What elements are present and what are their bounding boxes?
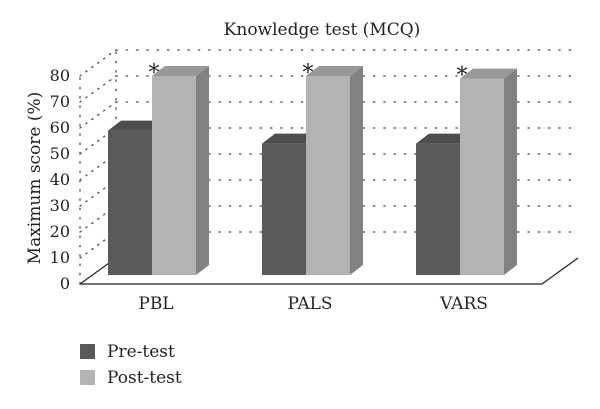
bar [306,66,363,275]
y-tick-label: 70 [50,92,70,111]
bar-top [306,66,363,76]
bar-side [350,66,363,275]
legend-swatch [80,370,95,385]
gridline-depth [79,75,117,103]
x-tick-label: PALS [287,294,332,314]
bar [152,66,209,275]
gridline-depth [79,101,117,129]
y-tick-label: 50 [50,144,70,163]
bar-front [460,78,504,275]
y-tick-label: 60 [50,118,70,137]
chart-title: Knowledge test (MCQ) [224,20,421,40]
bar-top [152,66,209,76]
y-tick-label: 40 [50,170,70,189]
bar-front [306,76,350,275]
bar-top [416,133,473,144]
bar-front [108,130,152,275]
y-tick-label: 80 [50,66,70,85]
y-tick-label: 10 [50,248,70,267]
bar-front [262,143,306,275]
bars [108,66,517,275]
bar-top [108,120,165,131]
significance-marker: * [303,61,314,86]
x-tick-label: VARS [439,294,488,314]
bar-front [152,76,196,275]
legend-swatch [80,344,95,359]
legend: Pre-test Post-test [80,342,182,388]
y-tick-label: 30 [50,196,70,215]
legend-label: Pre-test [107,342,175,362]
x-tick-label: PBL [138,294,173,314]
gridline-depth [79,49,117,77]
bar-top [262,133,319,144]
bar-front [416,143,460,275]
significance-marker: * [457,64,468,89]
y-axis-label: Maximum score (%) [25,92,45,265]
legend-label: Post-test [107,368,182,388]
bar [460,68,517,275]
bar-side [196,66,209,275]
labels: 0 10 20 30 40 50 60 70 80 * PBL * PALS * VARS [50,61,488,314]
y-tick-label: 0 [60,274,70,293]
significance-marker: * [149,61,160,86]
y-tick-label: 20 [50,222,70,241]
bar-top [460,68,517,79]
bar-side [504,68,517,275]
